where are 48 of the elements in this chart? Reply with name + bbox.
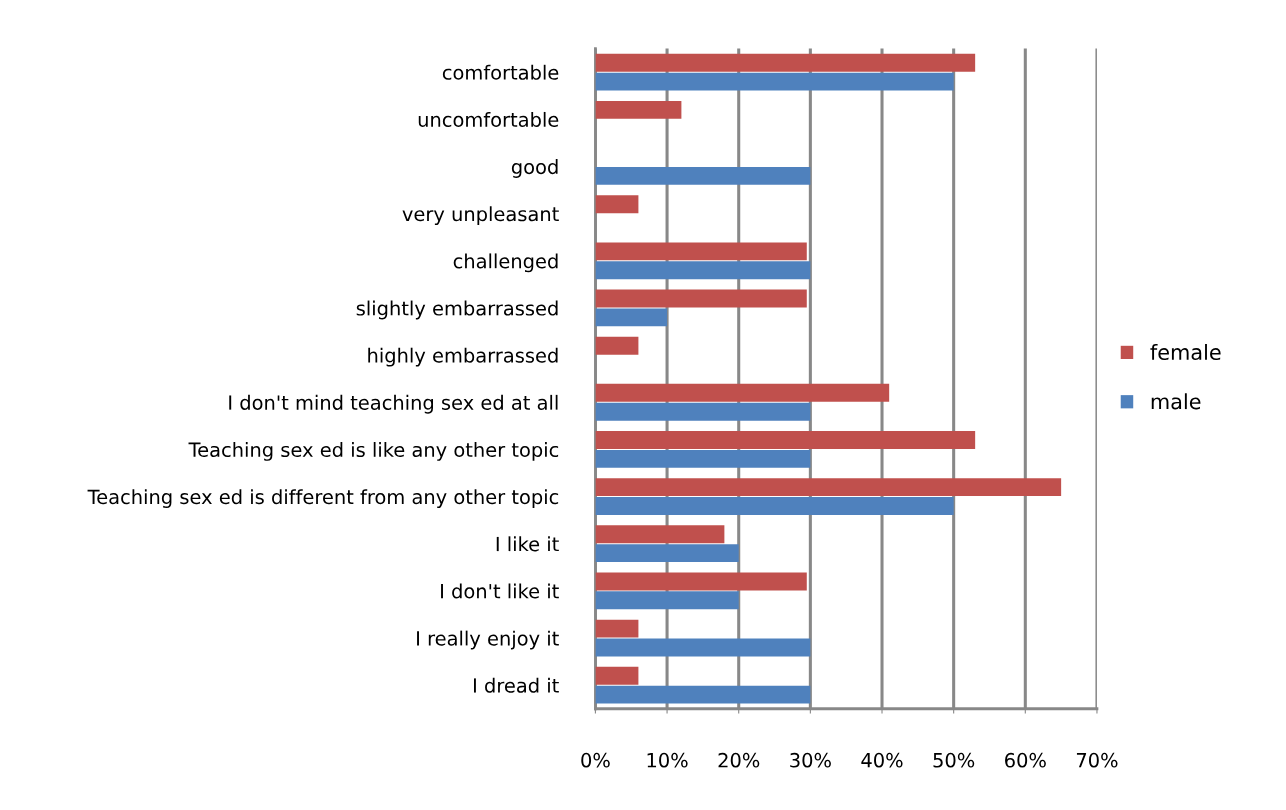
y-tick-label: highly embarrassed <box>368 347 558 367</box>
bar <box>595 336 639 355</box>
x-tick-label: 30% <box>790 752 831 768</box>
x-tick-label: 60% <box>1005 752 1046 768</box>
y-tick-label: Teaching sex ed is like any other topic <box>188 442 559 461</box>
x-tick-label: 10% <box>647 752 688 768</box>
legend-label: female <box>1150 343 1221 361</box>
bar <box>595 544 739 563</box>
y-tick-label: good <box>511 159 558 178</box>
bar <box>595 497 954 515</box>
bar <box>595 449 811 468</box>
x-tick-label: 40% <box>861 752 903 768</box>
y-tick-label: comfortable <box>442 64 559 80</box>
bar <box>595 289 807 308</box>
bar <box>595 402 811 421</box>
bar <box>595 242 807 261</box>
y-tick-label: I don't mind teaching sex ed at all <box>229 394 558 414</box>
bar <box>595 195 639 214</box>
bar <box>595 478 1062 497</box>
y-tick-label: challenged <box>453 253 558 273</box>
bar <box>595 572 807 591</box>
y-tick-label: I really enjoy it <box>417 630 559 650</box>
bar <box>595 261 811 280</box>
y-tick-label: I like it <box>496 536 559 552</box>
bar <box>595 666 639 685</box>
bar <box>595 166 811 185</box>
bar <box>595 308 668 327</box>
y-tick-label: slightly embarrassed <box>356 300 558 320</box>
bar <box>595 431 976 449</box>
bar <box>595 53 976 72</box>
x-tick-label: 0% <box>581 752 610 768</box>
x-tick-label: 70% <box>1076 752 1118 768</box>
y-tick-label: very unpleasant <box>402 206 559 226</box>
y-tick-label: uncomfortable <box>418 111 559 127</box>
legend-label: male <box>1151 393 1201 410</box>
bar <box>595 685 811 704</box>
bar <box>595 383 890 402</box>
bar <box>595 72 954 91</box>
y-tick-label: I dread it <box>473 677 559 693</box>
y-tick-label: Teaching sex ed is different from any other topic <box>87 489 559 508</box>
bar <box>595 525 725 544</box>
x-tick-label: 20% <box>718 752 760 768</box>
bar <box>595 619 639 638</box>
bar <box>595 638 811 657</box>
x-tick-label: 50% <box>933 752 975 768</box>
y-tick-label: I don't like it <box>441 583 559 599</box>
bar <box>595 591 739 610</box>
bar <box>595 100 682 119</box>
